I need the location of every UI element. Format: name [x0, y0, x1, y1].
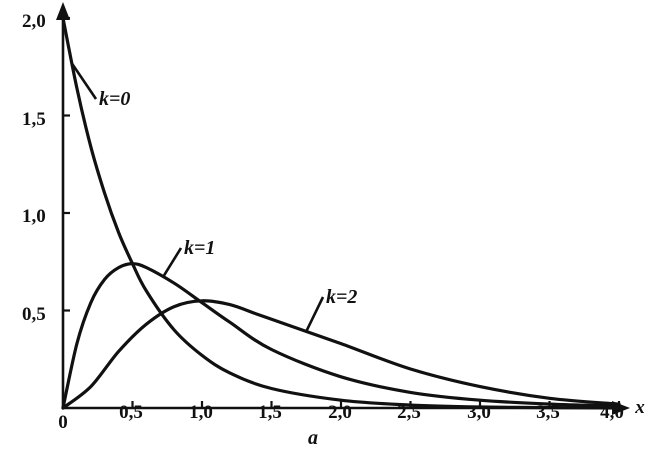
x-tick-label-3-0: 3,0: [467, 402, 491, 423]
series-curve-k2: [61, 299, 621, 410]
x-tick-label-0-5: 0,5: [119, 402, 143, 423]
x-tick-label-3-5: 3,5: [536, 402, 560, 423]
x-axis-label: x: [634, 397, 645, 418]
origin-label: 0: [58, 412, 68, 433]
series-label-k1: k=1: [184, 237, 215, 259]
y-tick-label-1-5: 1,5: [22, 109, 46, 130]
x-tick-label-4-0: 4,0: [600, 402, 624, 423]
y-tick-label-2-0: 2,0: [22, 11, 46, 32]
tick-marks: [63, 16, 621, 408]
x-tick-label-1-5: 1,5: [258, 402, 282, 423]
series-curve-k0: [61, 16, 621, 410]
series-curves: [61, 16, 621, 410]
y-axis-arrow-icon: [56, 2, 70, 20]
axes: [56, 2, 630, 415]
series-leader-k1: [161, 247, 183, 278]
series-leader-k0: [70, 62, 98, 100]
x-tick-label-2-5: 2,5: [397, 402, 421, 423]
series-leader-k2: [305, 296, 325, 333]
x-tick-label-1-0: 1,0: [189, 402, 213, 423]
series-label-k0: k=0: [99, 88, 130, 110]
figure-caption: a: [308, 427, 318, 449]
x-tick-label-2-0: 2,0: [328, 402, 352, 423]
y-tick-label-1-0: 1,0: [22, 206, 46, 227]
series-label-k2: k=2: [326, 286, 357, 308]
series-curve-k1: [61, 262, 621, 410]
y-tick-label-0-5: 0,5: [22, 304, 46, 325]
series-label-leaders: [70, 62, 325, 333]
